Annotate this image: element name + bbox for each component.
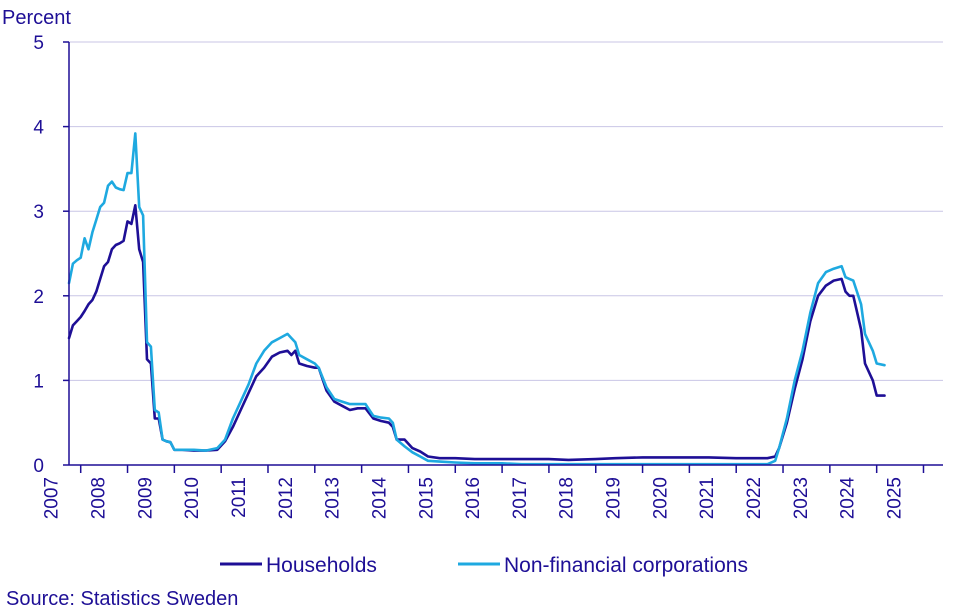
x-tick-label-2012: 2012 [276,477,297,519]
x-tick-label-2025: 2025 [884,477,905,519]
x-tick-label-2016: 2016 [463,477,484,519]
x-tick-label-2011: 2011 [229,477,250,518]
y-axis-unit-label: Percent [2,7,71,29]
x-tick-label-2015: 2015 [416,477,437,519]
y-tick-label-2: 2 [33,287,44,308]
y-tick-label-3: 3 [33,202,44,223]
y-tick-label-4: 4 [33,118,44,139]
grid-lines [69,41,943,381]
y-tick-label-0: 0 [33,456,44,477]
x-tick-label-2022: 2022 [744,477,765,519]
x-tick-label-2013: 2013 [323,477,344,519]
x-tick-label-2020: 2020 [650,477,671,519]
legend: Households Non-financial corporations [220,554,748,577]
legend-label-households: Households [266,554,377,577]
series-line-households [67,204,886,462]
y-tick-label-5: 5 [33,33,44,54]
x-tick-label-2014: 2014 [369,477,390,520]
series-line-non-financial-corporations [67,132,886,466]
x-tick-label-2008: 2008 [89,477,110,519]
x-tick-label-2018: 2018 [557,477,578,519]
source-note: Source: Statistics Sweden [6,588,238,610]
x-tick-label-2021: 2021 [697,477,718,519]
x-tick-label-2023: 2023 [791,477,812,519]
x-tick-label-2019: 2019 [604,477,625,519]
x-tick-label-2009: 2009 [135,477,156,519]
y-tick-label-1: 1 [33,371,44,392]
x-tick-label-2007: 2007 [42,477,63,519]
x-tick-label-2024: 2024 [838,477,859,520]
legend-label-corporations: Non-financial corporations [504,554,748,577]
y-axis-ticks: 0 1 2 3 4 5 [33,33,69,477]
x-axis-ticks: 2007 2008 2009 2010 2011 2012 2013 2014 2015 2016… [42,465,925,520]
x-tick-label-2010: 2010 [182,477,203,519]
series-lines [67,132,886,466]
x-tick-label-2017: 2017 [510,477,531,519]
